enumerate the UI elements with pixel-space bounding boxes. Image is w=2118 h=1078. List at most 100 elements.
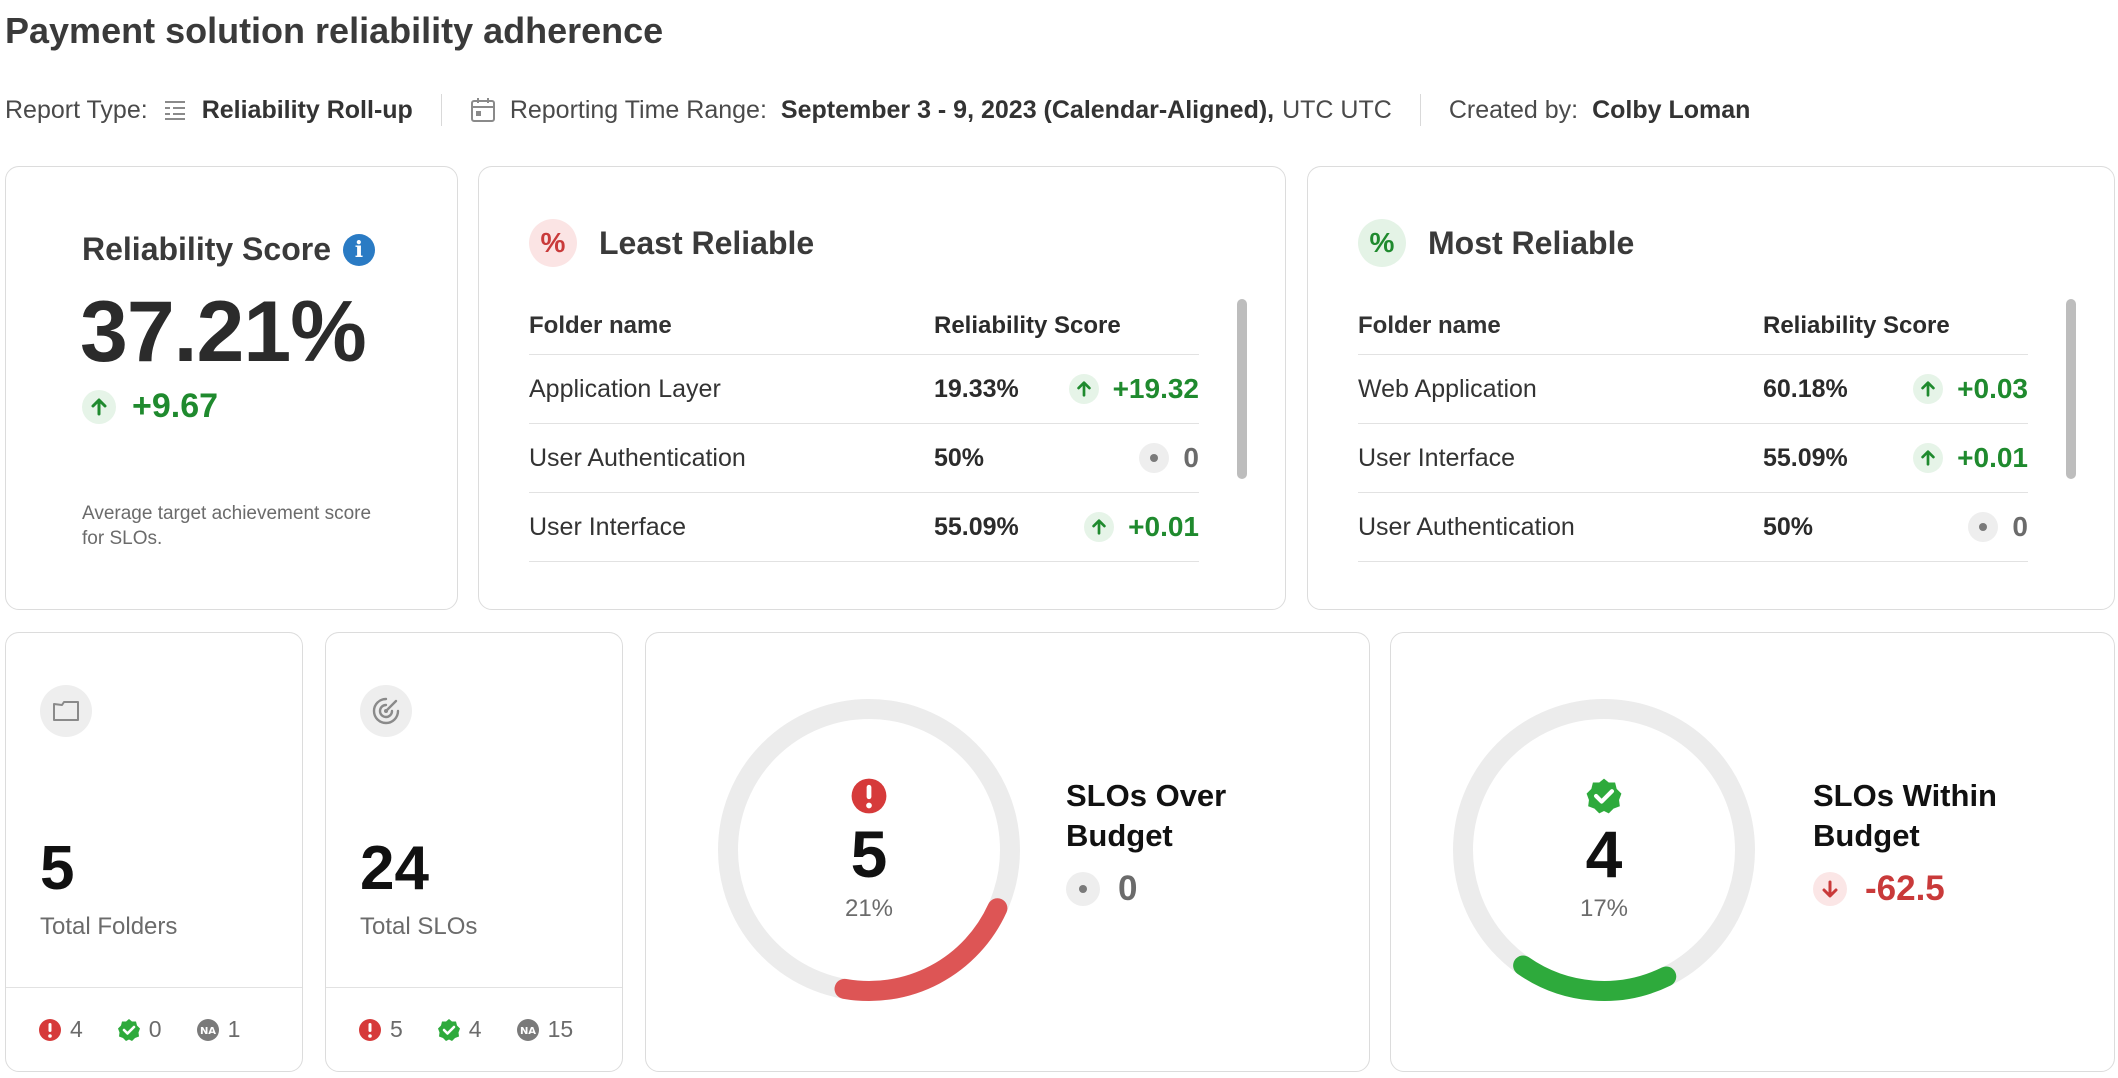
over-budget-percent: 21%	[844, 895, 894, 922]
total-slos-label: Total SLOs	[360, 913, 478, 940]
score-cell: 55.09%	[1763, 443, 1848, 472]
folder-name-cell[interactable]: User Authentication	[1358, 512, 1575, 541]
table-header-row: Folder name Reliability Score	[529, 297, 1199, 355]
delta-value: 0	[1183, 442, 1199, 473]
report-type: Report Type: Reliability Roll-up	[5, 96, 413, 125]
report-type-label: Report Type:	[5, 95, 148, 124]
within-budget-count: 4	[437, 1016, 482, 1043]
donut-arc	[1513, 955, 1677, 1001]
over-budget-donut-center: 5 21%	[714, 695, 1024, 1005]
total-folders-card: 5 Total Folders 4 0 NA 1	[5, 632, 303, 1072]
folder-name-cell[interactable]: User Interface	[529, 512, 687, 541]
column-header-reliability-score[interactable]: Reliability Score	[934, 311, 1121, 339]
within-budget-count-value: 4	[468, 1016, 482, 1042]
no-data-count-value: 1	[227, 1016, 241, 1042]
score-cell: 50%	[934, 443, 985, 472]
calendar-icon	[470, 97, 496, 123]
over-budget-donut	[718, 699, 1020, 1001]
within-budget-title: SLOs Within Budget	[1813, 778, 1997, 853]
column-header-folder-name[interactable]: Folder name	[1358, 311, 1501, 339]
reporting-time-range: Reporting Time Range: September 3 - 9, 2…	[470, 96, 1392, 125]
within-budget-delta: -62.5	[1813, 869, 1945, 909]
folder-name-cell[interactable]: User Authentication	[529, 443, 746, 472]
over-budget-delta: 0	[1066, 869, 1137, 909]
report-type-value: Reliability Roll-up	[201, 95, 413, 124]
within-budget-percent: 17%	[1579, 895, 1629, 922]
over-budget-delta-value: 0	[1118, 869, 1138, 908]
report-list-icon	[162, 97, 188, 123]
table-row[interactable]: User Authentication 50% 0	[1358, 493, 2028, 562]
no-data-count-value: 15	[547, 1016, 574, 1042]
percent-icon: %	[529, 219, 577, 267]
time-range-timezone: UTC UTC	[1282, 95, 1392, 124]
folder-icon	[40, 685, 92, 737]
slos-over-budget-card: 5 21% SLOs Over Budget 0	[645, 632, 1370, 1072]
svg-text:NA: NA	[200, 1026, 216, 1037]
reliability-score-value: 37.21%	[80, 284, 367, 380]
time-range-value: September 3 - 9, 2023 (Calendar-Aligned)…	[780, 95, 1275, 124]
neutral-dot-icon	[1066, 872, 1100, 906]
most-reliable-table: Folder name Reliability Score Web Applic…	[1358, 297, 2028, 562]
column-header-folder-name[interactable]: Folder name	[529, 311, 672, 339]
folder-name-cell[interactable]: Web Application	[1358, 374, 1537, 403]
table-row[interactable]: User Interface 55.09% +0.01	[529, 493, 1199, 562]
arrow-up-icon	[1913, 374, 1944, 404]
table-row[interactable]: Application Layer 19.33% +19.32	[529, 355, 1199, 424]
slos-within-budget-card: 4 17% SLOs Within Budget -62.5	[1390, 632, 2115, 1072]
scrollbar[interactable]	[1237, 299, 1247, 479]
within-budget-delta-value: -62.5	[1865, 869, 1945, 908]
alert-circle-icon	[39, 1018, 61, 1041]
within-budget-donut	[1453, 699, 1755, 1001]
reliability-score-card: Reliability Score i 37.21% +9.67 Average…	[5, 166, 458, 610]
within-budget-count-value: 0	[148, 1016, 162, 1042]
delta-cell: 0	[1893, 511, 2028, 543]
least-reliable-header: % Least Reliable	[529, 219, 814, 267]
reliability-score-description: Average target achievement score for SLO…	[82, 503, 372, 549]
arrow-down-icon	[1813, 872, 1847, 906]
delta-value: 0	[2012, 511, 2028, 542]
within-budget-donut-center: 4 17%	[1449, 695, 1759, 1005]
least-reliable-title: Least Reliable	[599, 224, 815, 261]
info-icon[interactable]: i	[342, 233, 375, 266]
table-row[interactable]: User Authentication 50% 0	[529, 424, 1199, 493]
neutral-dot-icon	[1968, 512, 1999, 542]
no-data-count: NA 15	[516, 1016, 574, 1043]
score-cell: 50%	[1763, 512, 1814, 541]
most-reliable-card: % Most Reliable Folder name Reliability …	[1307, 166, 2115, 610]
delta-cell: 0	[1064, 442, 1199, 474]
over-budget-count: 5	[358, 1016, 403, 1043]
folder-name-cell[interactable]: User Interface	[1358, 443, 1516, 472]
total-folders-breakdown: 4 0 NA 1	[6, 987, 302, 1071]
scrollbar[interactable]	[2066, 299, 2076, 479]
over-budget-count-value: 4	[70, 1016, 83, 1042]
na-icon: NA	[516, 1018, 539, 1041]
arrow-up-icon	[82, 389, 116, 424]
total-slos-breakdown: 5 4 NA 15	[326, 987, 622, 1071]
over-budget-value: 5	[850, 817, 888, 891]
neutral-dot-icon	[1139, 443, 1170, 473]
check-badge-icon	[117, 1018, 140, 1041]
least-reliable-table: Folder name Reliability Score Applicatio…	[529, 297, 1199, 562]
table-row[interactable]: User Interface 55.09% +0.01	[1358, 424, 2028, 493]
total-folders-label: Total Folders	[40, 913, 178, 940]
time-range-label: Reporting Time Range:	[509, 95, 767, 124]
folder-name-cell[interactable]: Application Layer	[529, 374, 721, 403]
total-folders-value: 5	[40, 834, 75, 903]
arrow-up-icon	[1084, 512, 1115, 542]
least-reliable-card: % Least Reliable Folder name Reliability…	[478, 166, 1286, 610]
arrow-up-icon	[1068, 374, 1099, 404]
reliability-score-delta-value: +9.67	[132, 387, 219, 425]
total-slos-card: 24 Total SLOs 5 4 NA 15	[325, 632, 623, 1072]
target-icon	[360, 685, 412, 737]
meta-divider	[1419, 94, 1421, 126]
check-badge-icon	[1586, 778, 1622, 814]
score-cell: 19.33%	[934, 374, 1019, 403]
table-row[interactable]: Web Application 60.18% +0.03	[1358, 355, 2028, 424]
arrow-up-icon	[1913, 443, 1944, 473]
created-by-label: Created by:	[1448, 95, 1579, 124]
total-slos-value: 24	[360, 834, 429, 903]
alert-circle-icon	[851, 778, 887, 814]
column-header-reliability-score[interactable]: Reliability Score	[1763, 311, 1950, 339]
percent-icon: %	[1358, 219, 1406, 267]
within-budget-count: 0	[117, 1016, 162, 1043]
